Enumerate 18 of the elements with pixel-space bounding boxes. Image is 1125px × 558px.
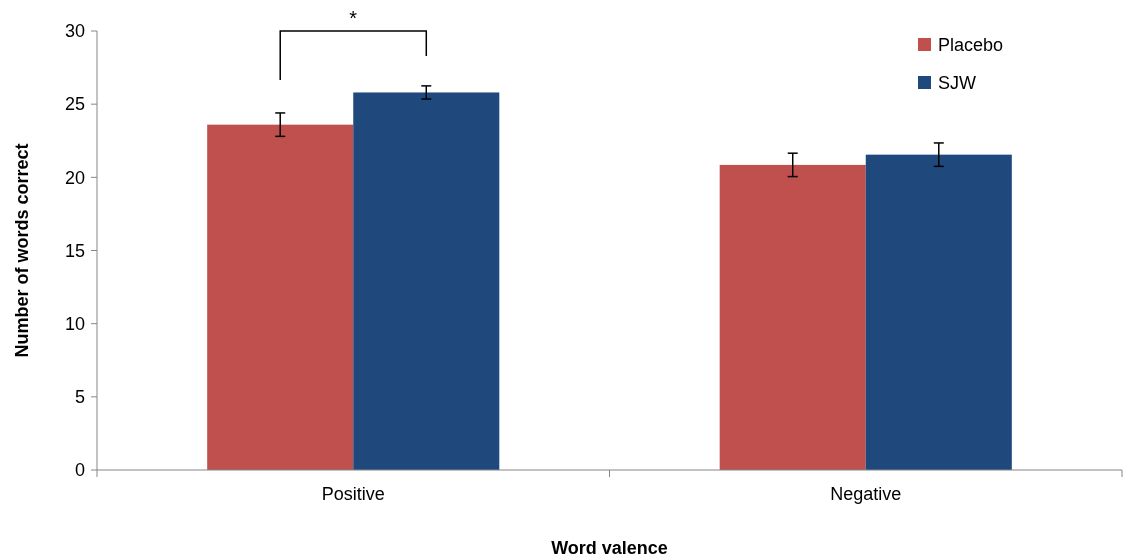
legend-label: SJW: [938, 73, 977, 94]
y-tick-label: 20: [64, 167, 85, 188]
y-tick-label: 0: [74, 460, 85, 481]
bar: [719, 164, 866, 470]
x-tick-label: Positive: [321, 484, 385, 504]
bar: [207, 124, 354, 470]
y-tick-label: 30: [64, 21, 85, 42]
legend-label: Placebo: [938, 35, 1004, 56]
x-axis-title: Word valence: [551, 538, 668, 558]
y-tick-label: 15: [64, 240, 85, 261]
y-axis-title: Number of words correct: [12, 143, 32, 358]
x-tick-label: Negative: [830, 484, 902, 504]
text: *: [349, 7, 358, 29]
bar: [353, 92, 500, 470]
y-tick-label: 10: [64, 313, 85, 334]
bar: [865, 154, 1012, 470]
y-tick-label: 25: [64, 94, 85, 115]
y-tick-label: 5: [74, 387, 85, 408]
